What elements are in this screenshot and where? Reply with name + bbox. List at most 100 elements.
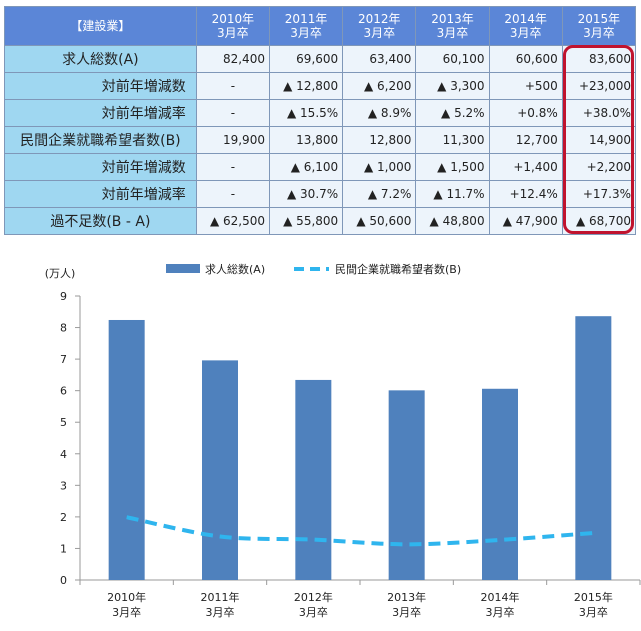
table-cell: 69,600 [268, 45, 344, 73]
table-cell: +1,400 [488, 153, 563, 181]
y-tick-label: 1 [60, 542, 67, 555]
x-tick-label: 2015年 [574, 590, 613, 604]
x-tick-label: 2010年 [107, 590, 146, 604]
table-cell: ▲ 12,800 [268, 72, 344, 100]
bar [108, 319, 145, 580]
x-tick-label: 3月卒 [392, 605, 421, 619]
table-cell: ▲ 11.7% [415, 180, 490, 208]
table-cell: ▲ 48,800 [415, 207, 490, 235]
bar [482, 388, 518, 580]
table-cell: +500 [488, 72, 563, 100]
x-axis: 2010年3月卒2011年3月卒2012年3月卒2013年3月卒2014年3月卒… [79, 579, 641, 619]
x-tick-label: 2011年 [201, 590, 240, 604]
table-cell: +2,200 [561, 153, 637, 181]
table-cell: ▲ 1,500 [415, 153, 490, 181]
table-cell: 82,400 [195, 45, 270, 73]
row-label: 対前年増減率 [4, 180, 197, 208]
year-header: 2013年 3月卒 [415, 6, 490, 46]
row-label: 求人総数(A) [4, 45, 197, 73]
table-cell: ▲ 6,200 [342, 72, 417, 100]
table-cell: 11,300 [415, 126, 490, 154]
table-cell: - [195, 180, 270, 208]
x-tick-label: 3月卒 [112, 605, 141, 619]
y-axis-unit-label: (万人) [45, 267, 76, 280]
table-row: 求人総数(A) 82,400 69,600 63,400 60,100 60,6… [4, 45, 637, 73]
table-cell: +0.8% [488, 99, 563, 127]
table-cell: - [195, 99, 270, 127]
row-label: 対前年増減率 [4, 99, 197, 127]
x-tick-label: 2013年 [387, 590, 426, 604]
table-cell: ▲ 3,300 [415, 72, 490, 100]
table-cell: ▲ 47,900 [488, 207, 563, 235]
x-tick-label: 3月卒 [206, 605, 235, 619]
table-cell: ▲ 68,700 [561, 207, 637, 235]
table-cell: - [195, 153, 270, 181]
table-cell: 12,800 [342, 126, 417, 154]
series-line [126, 515, 594, 547]
table-row: 対前年増減数 - ▲ 12,800 ▲ 6,200 ▲ 3,300 +500 +… [4, 72, 637, 100]
table-cell: 12,700 [488, 126, 563, 154]
table-cell: - [195, 72, 270, 100]
bar [388, 390, 425, 580]
table-cell: 60,100 [415, 45, 490, 73]
bar [575, 316, 612, 580]
legend-swatch-bar [166, 264, 200, 273]
table-cell: 60,600 [488, 45, 563, 73]
year-header: 2014年 3月卒 [488, 6, 563, 46]
table-cell: ▲ 6,100 [268, 153, 344, 181]
year-header: 2012年 3月卒 [342, 6, 417, 46]
y-tick-label: 2 [60, 511, 67, 524]
year-header: 2010年 3月卒 [195, 6, 270, 46]
x-tick-label: 2014年 [481, 590, 520, 604]
table-row: 対前年増減率 - ▲ 30.7% ▲ 7.2% ▲ 11.7% +12.4% +… [4, 180, 637, 208]
table-cell: 14,900 [561, 126, 637, 154]
table-row: 民間企業就職希望者数(B) 19,900 13,800 12,800 11,30… [4, 126, 637, 154]
table-cell: 63,400 [342, 45, 417, 73]
year-header: 2011年 3月卒 [268, 6, 344, 46]
bar [295, 379, 332, 580]
table-cell: ▲ 1,000 [342, 153, 417, 181]
chart: (万人) 求人総数(A) 民間企業就職希望者数(B) 0 1 2 3 4 5 6 7 8 9 20… [45, 262, 641, 619]
table-cell: ▲ 62,500 [195, 207, 270, 235]
legend: 求人総数(A) 民間企業就職希望者数(B) [166, 262, 461, 276]
x-tick-label: 3月卒 [486, 605, 515, 619]
row-label: 対前年増減数 [4, 72, 197, 100]
table-cell: 13,800 [268, 126, 344, 154]
table-cell: ▲ 15.5% [268, 99, 344, 127]
y-tick-label: 9 [60, 290, 67, 303]
header-row: 【建設業】 2010年 3月卒 2011年 3月卒 2012年 3月卒 2013年 3月… [4, 6, 637, 46]
row-label: 民間企業就職希望者数(B) [4, 126, 197, 154]
x-tick-label: 2012年 [294, 590, 333, 604]
table-cell: 19,900 [195, 126, 270, 154]
row-label: 過不足数(B - A) [4, 207, 197, 235]
table-cell: 83,600 [561, 45, 637, 73]
table-cell: +12.4% [488, 180, 563, 208]
table-cell: ▲ 7.2% [342, 180, 417, 208]
x-tick-label: 3月卒 [299, 605, 328, 619]
y-tick-label: 7 [60, 353, 67, 366]
table-corner-label: 【建設業】 [4, 6, 197, 46]
bar [202, 360, 238, 580]
table-cell: ▲ 8.9% [342, 99, 417, 127]
table-cell: ▲ 55,800 [268, 207, 344, 235]
y-tick-label: 4 [60, 448, 67, 461]
y-axis: 0 1 2 3 4 5 6 7 8 9 [60, 290, 81, 587]
y-tick-label: 3 [60, 479, 67, 492]
table-cell: +23,000 [561, 72, 637, 100]
y-tick-label: 8 [60, 322, 67, 335]
table-cell: ▲ 5.2% [415, 99, 490, 127]
y-tick-label: 5 [60, 416, 67, 429]
legend-label: 求人総数(A) [205, 262, 265, 276]
table-row: 過不足数(B - A) ▲ 62,500 ▲ 55,800 ▲ 50,600 ▲… [4, 207, 637, 235]
table-cell: +38.0% [561, 99, 637, 127]
legend-label: 民間企業就職希望者数(B) [335, 262, 461, 276]
year-header: 2015年 3月卒 [561, 6, 637, 46]
line-series [126, 515, 594, 547]
bar-series [108, 316, 612, 580]
table-cell: +17.3% [561, 180, 637, 208]
x-tick-label: 3月卒 [579, 605, 608, 619]
table-row: 対前年増減数 - ▲ 6,100 ▲ 1,000 ▲ 1,500 +1,400 … [4, 153, 637, 181]
table-cell: ▲ 30.7% [268, 180, 344, 208]
y-tick-label: 0 [60, 574, 67, 587]
y-tick-label: 6 [60, 385, 67, 398]
